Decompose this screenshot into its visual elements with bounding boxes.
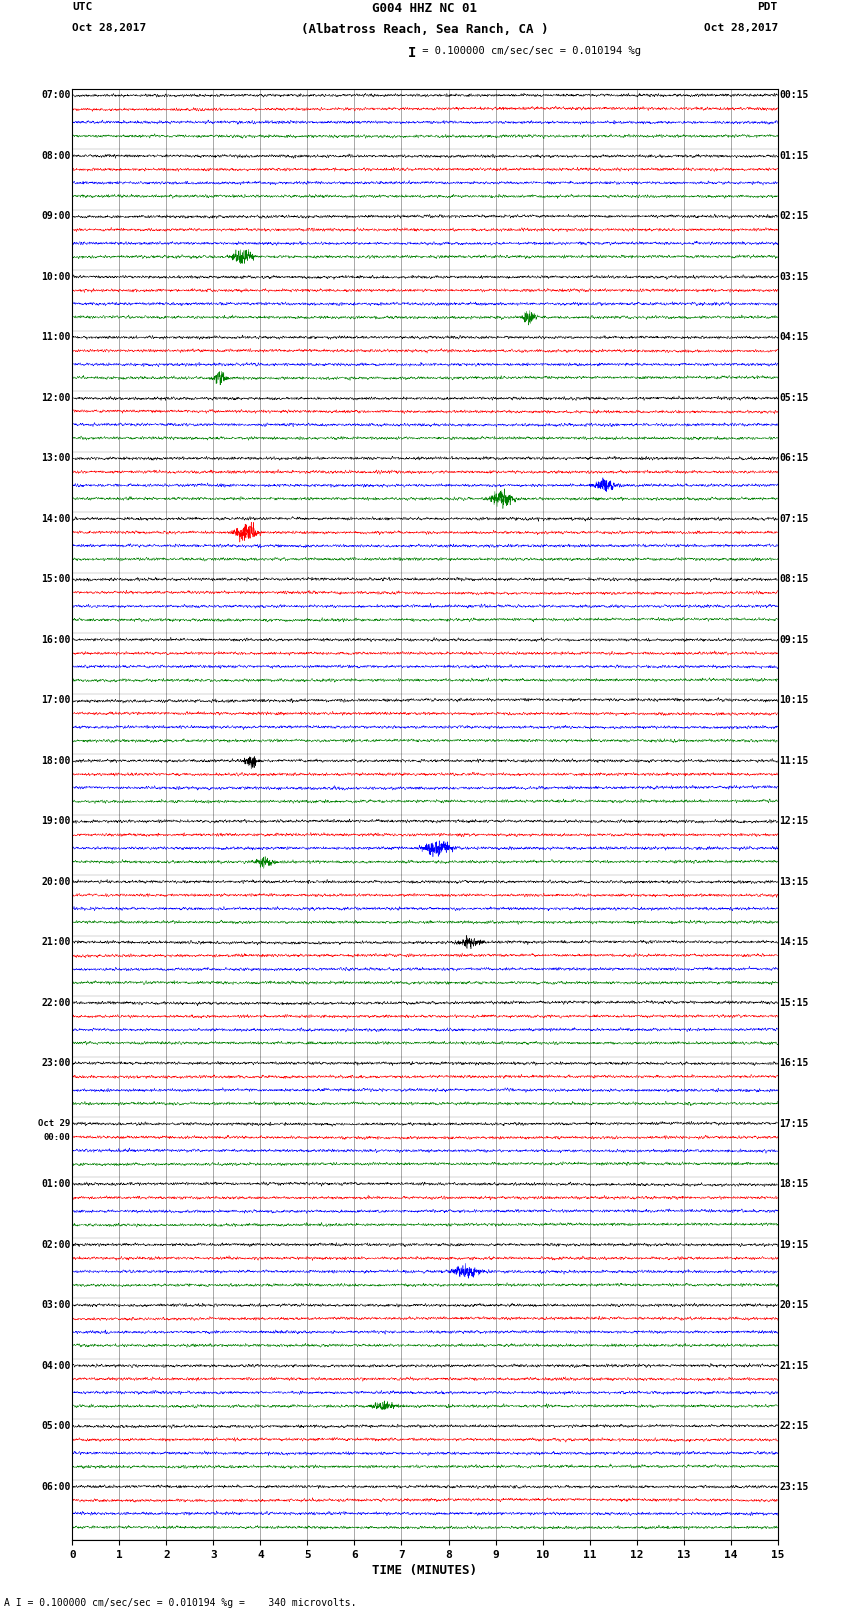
Text: 20:15: 20:15 <box>779 1300 809 1310</box>
Text: 21:15: 21:15 <box>779 1361 809 1371</box>
Text: 02:00: 02:00 <box>41 1239 71 1250</box>
X-axis label: TIME (MINUTES): TIME (MINUTES) <box>372 1565 478 1578</box>
Text: 23:15: 23:15 <box>779 1481 809 1492</box>
Text: 09:00: 09:00 <box>41 211 71 221</box>
Text: = 0.100000 cm/sec/sec = 0.010194 %g: = 0.100000 cm/sec/sec = 0.010194 %g <box>416 45 642 56</box>
Text: 18:00: 18:00 <box>41 755 71 766</box>
Text: (Albatross Reach, Sea Ranch, CA ): (Albatross Reach, Sea Ranch, CA ) <box>301 24 549 37</box>
Text: 02:15: 02:15 <box>779 211 809 221</box>
Text: 08:00: 08:00 <box>41 152 71 161</box>
Text: 15:00: 15:00 <box>41 574 71 584</box>
Text: A I = 0.100000 cm/sec/sec = 0.010194 %g =    340 microvolts.: A I = 0.100000 cm/sec/sec = 0.010194 %g … <box>4 1598 357 1608</box>
Text: 11:15: 11:15 <box>779 755 809 766</box>
Text: 10:00: 10:00 <box>41 273 71 282</box>
Text: 04:15: 04:15 <box>779 332 809 342</box>
Text: 14:00: 14:00 <box>41 515 71 524</box>
Text: 19:15: 19:15 <box>779 1239 809 1250</box>
Text: Oct 29: Oct 29 <box>38 1119 71 1127</box>
Text: 01:15: 01:15 <box>779 152 809 161</box>
Text: 05:15: 05:15 <box>779 394 809 403</box>
Text: 15:15: 15:15 <box>779 997 809 1008</box>
Text: 17:00: 17:00 <box>41 695 71 705</box>
Text: UTC: UTC <box>72 3 93 13</box>
Text: 12:00: 12:00 <box>41 394 71 403</box>
Text: 22:15: 22:15 <box>779 1421 809 1431</box>
Text: 05:00: 05:00 <box>41 1421 71 1431</box>
Text: 13:00: 13:00 <box>41 453 71 463</box>
Text: 23:00: 23:00 <box>41 1058 71 1068</box>
Text: 21:00: 21:00 <box>41 937 71 947</box>
Text: 09:15: 09:15 <box>779 634 809 645</box>
Text: 18:15: 18:15 <box>779 1179 809 1189</box>
Text: 12:15: 12:15 <box>779 816 809 826</box>
Text: 04:00: 04:00 <box>41 1361 71 1371</box>
Text: 07:15: 07:15 <box>779 515 809 524</box>
Text: 01:00: 01:00 <box>41 1179 71 1189</box>
Text: 16:00: 16:00 <box>41 634 71 645</box>
Text: PDT: PDT <box>757 3 778 13</box>
Text: 07:00: 07:00 <box>41 90 71 100</box>
Text: Oct 28,2017: Oct 28,2017 <box>704 24 778 34</box>
Text: 06:00: 06:00 <box>41 1481 71 1492</box>
Text: Oct 28,2017: Oct 28,2017 <box>72 24 146 34</box>
Text: 22:00: 22:00 <box>41 997 71 1008</box>
Text: G004 HHZ NC 01: G004 HHZ NC 01 <box>372 3 478 16</box>
Text: 11:00: 11:00 <box>41 332 71 342</box>
Text: 16:15: 16:15 <box>779 1058 809 1068</box>
Text: 06:15: 06:15 <box>779 453 809 463</box>
Text: 03:15: 03:15 <box>779 273 809 282</box>
Text: 10:15: 10:15 <box>779 695 809 705</box>
Text: 14:15: 14:15 <box>779 937 809 947</box>
Text: 03:00: 03:00 <box>41 1300 71 1310</box>
Text: 17:15: 17:15 <box>779 1119 809 1129</box>
Text: 08:15: 08:15 <box>779 574 809 584</box>
Text: I: I <box>408 45 416 60</box>
Text: 00:00: 00:00 <box>43 1132 71 1142</box>
Text: 20:00: 20:00 <box>41 877 71 887</box>
Text: 13:15: 13:15 <box>779 877 809 887</box>
Text: 19:00: 19:00 <box>41 816 71 826</box>
Text: 00:15: 00:15 <box>779 90 809 100</box>
